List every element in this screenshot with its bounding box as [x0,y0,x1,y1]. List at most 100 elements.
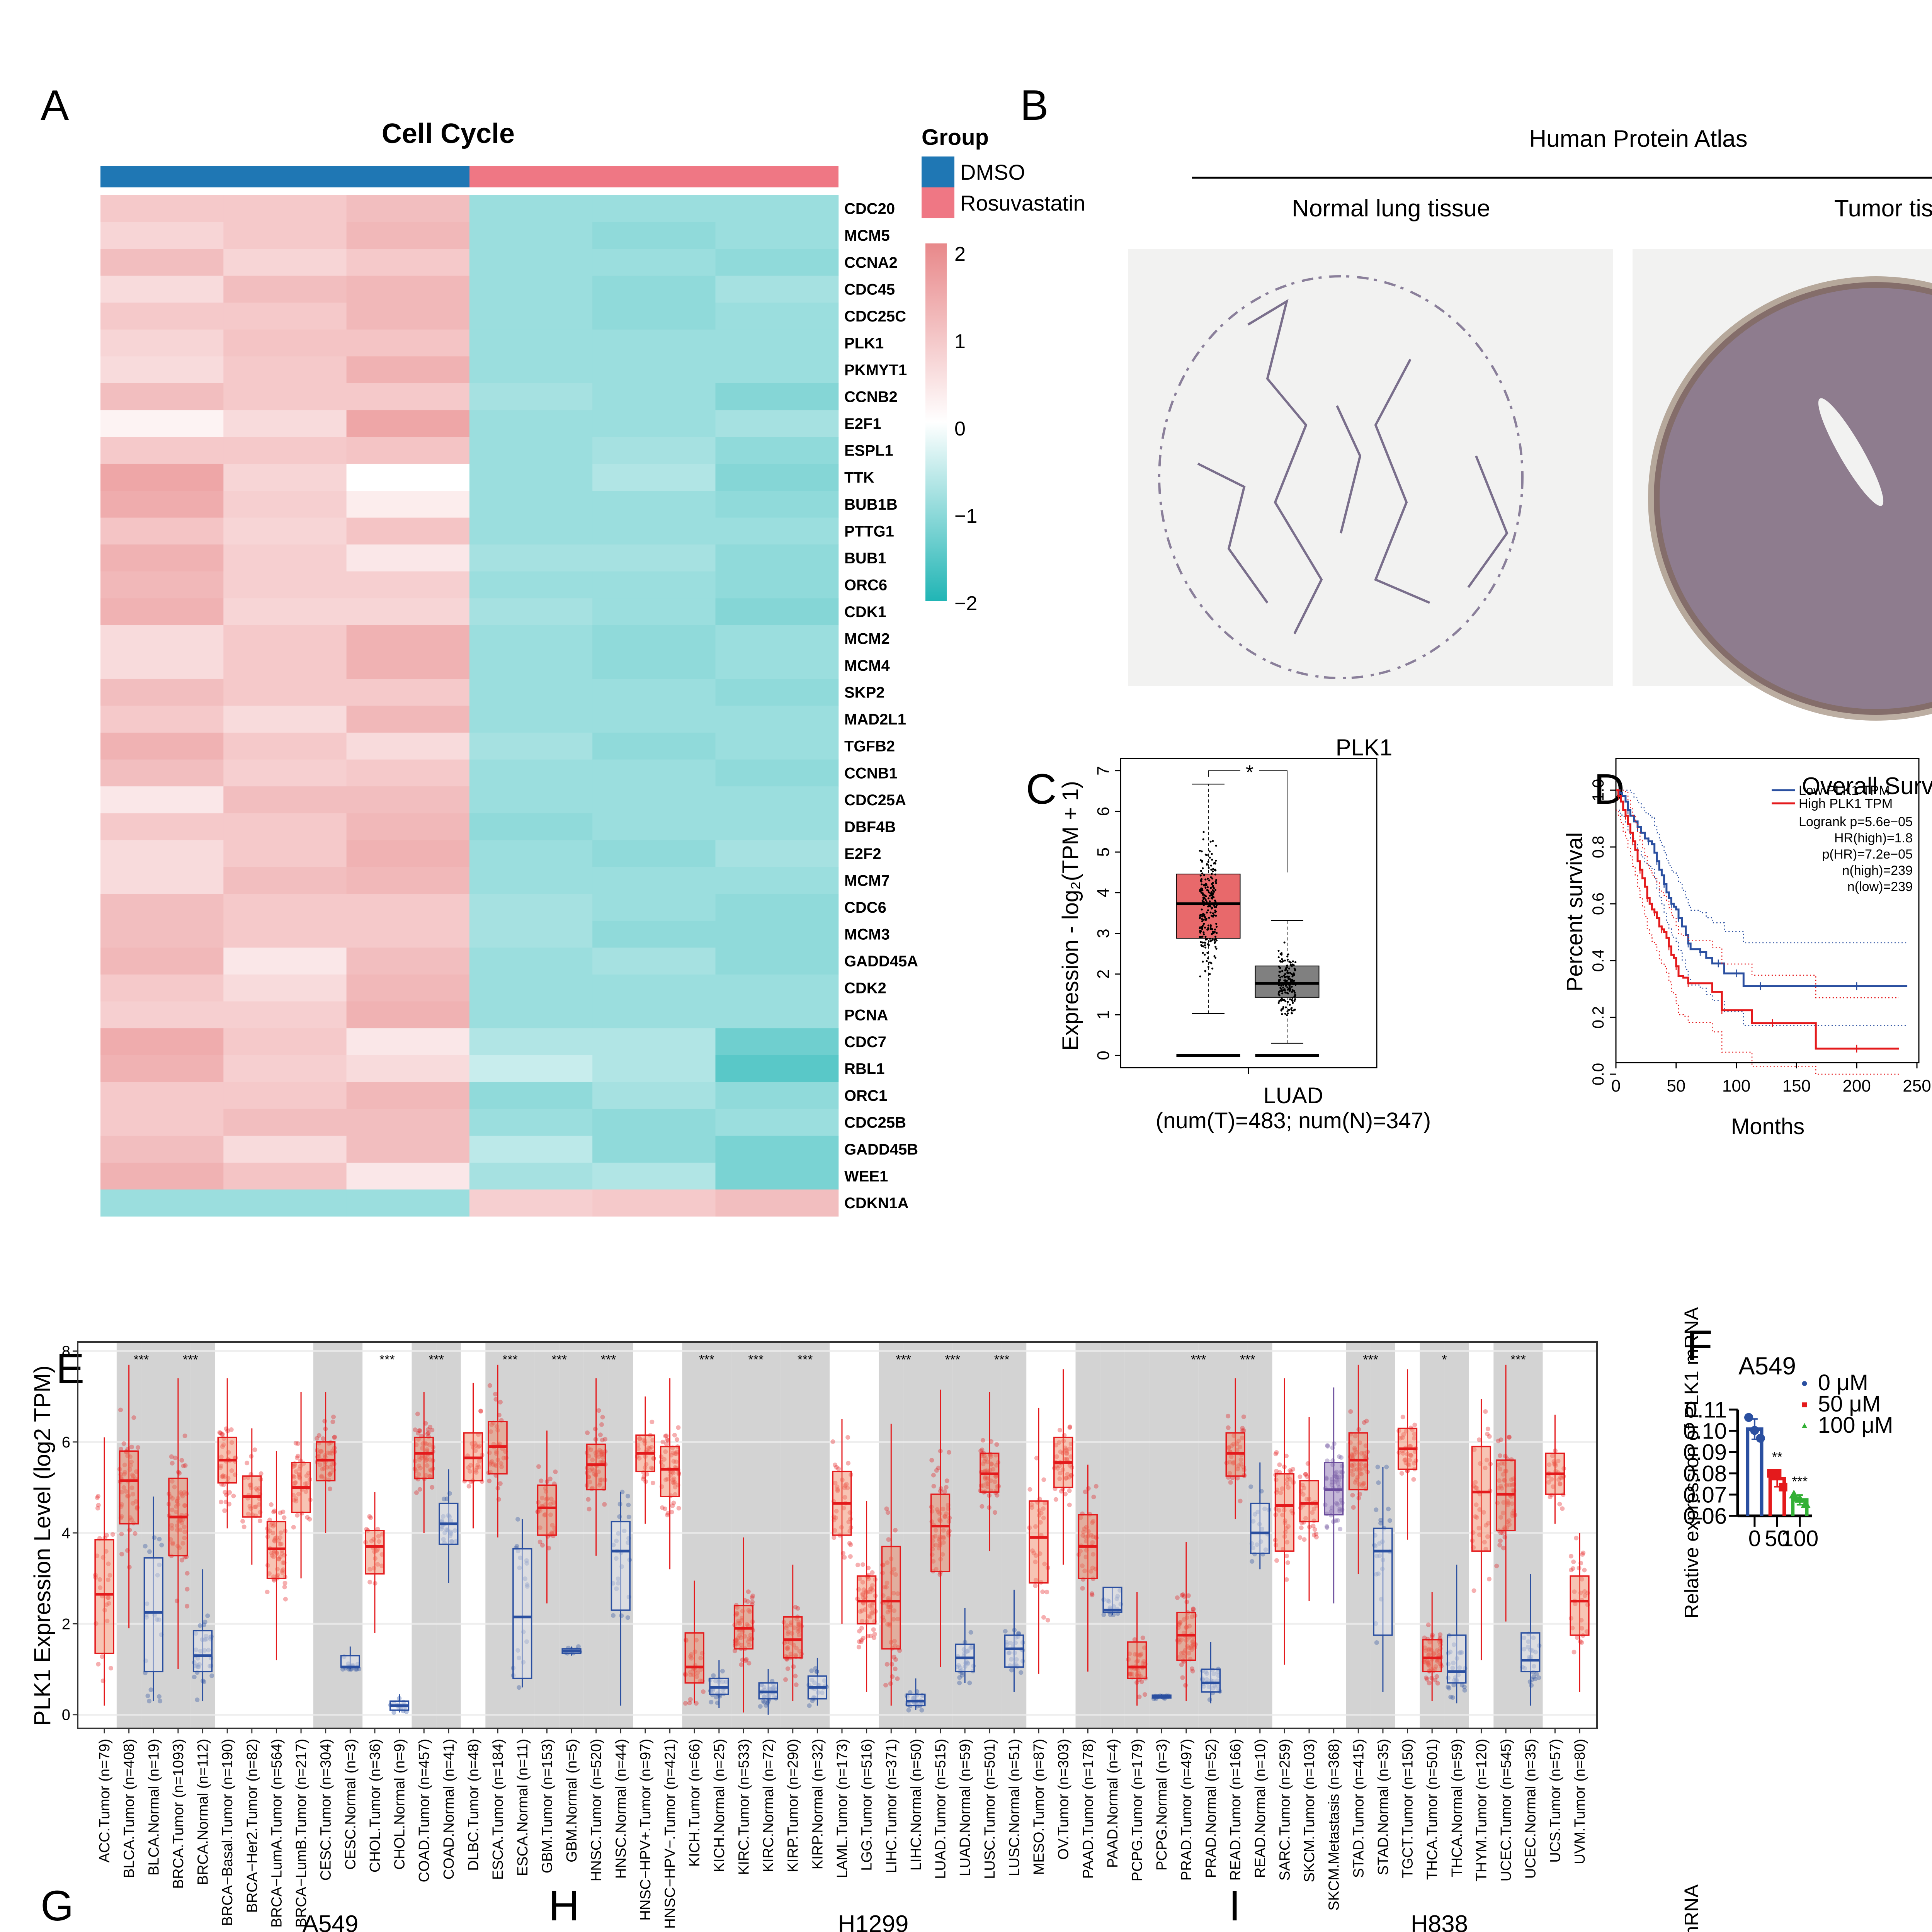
e-jitter-point [548,1476,553,1481]
e-jitter-point [672,1433,677,1438]
c-jitter-point [1212,882,1214,884]
data-point [1801,1499,1811,1508]
heatmap-cell [223,276,347,303]
e-jitter-point [330,1419,335,1424]
e-jitter-point [809,1668,814,1673]
c-jitter-point [1282,986,1284,989]
e-significance-label: *** [1240,1352,1255,1367]
c-jitter-point [1215,882,1218,884]
e-significance-label: *** [748,1352,764,1367]
d-y-tick-label: 0.2 [1589,1006,1607,1029]
colorbar-tick-label: 1 [954,330,966,353]
d-survival-curves [1616,789,1908,1075]
e-x-tick-label: LUAD.Normal (n=59) [957,1739,973,1876]
panel-letter-i: I [1229,1882,1241,1930]
heatmap-cell [469,437,593,464]
heatmap-cell [223,491,347,518]
e-x-tick-label: KIRC.Tumor (n=533) [736,1739,752,1875]
heatmap-row-label: CDK1 [844,604,886,621]
heatmap-cell [346,706,470,733]
c-jitter-point [1281,958,1283,960]
e-jitter-point [1094,1484,1099,1489]
c-jitter-point [1277,949,1280,952]
c-jitter-point [1292,960,1294,963]
e-x-tick-label: ESCA.Tumor (n=184) [490,1739,506,1880]
e-jitter-point [813,1666,818,1671]
e-box [783,1616,803,1659]
e-jitter-point [585,1430,590,1435]
e-jitter-point [687,1701,692,1706]
c-y-label: Expression - log₂(TPM + 1) [1058,781,1083,1051]
c-jitter-point [1199,931,1202,934]
heatmap-cell [715,625,839,652]
c-jitter-point [1278,971,1281,973]
c-jitter-point [1286,986,1289,989]
e-jitter-point [136,1445,141,1450]
heatmap-cell [223,679,347,706]
heatmap-cell [100,1189,224,1217]
heatmap-cell [469,706,593,733]
heatmap-cell [223,1136,347,1163]
c-jitter-point [1278,975,1280,977]
c-jitter-point [1279,976,1282,979]
e-jitter-point [391,1710,396,1715]
e-jitter-point [576,1644,581,1649]
e-jitter-point [676,1506,681,1511]
c-jitter-point [1285,1006,1287,1009]
e-x-tick-label: OV.Tumor (n=303) [1056,1739,1072,1860]
c-jitter-point [1293,972,1295,975]
c-jitter-point [1283,989,1285,991]
e-jitter-point [1137,1694,1142,1699]
e-jitter-point [1186,1593,1191,1598]
e-jitter-point [834,1465,839,1470]
heatmap-row-labels: CDC20 MCM5 CCNA2 CDC45 CDC25C PLK1 PKMYT1 CCNB2… [844,201,918,1212]
d-x-tick-label: 150 [1782,1077,1811,1095]
heatmap-cell [469,920,593,948]
e-jitter-point [1312,1527,1317,1532]
heatmap-cell [469,1055,593,1082]
e-jitter-point [143,1544,148,1549]
heatmap-cell [346,652,470,679]
e-jitter-point [980,1438,985,1443]
e-jitter-point [1362,1420,1367,1425]
c-jitter-point [1201,861,1203,863]
e-jitter-point [517,1685,522,1690]
e-jitter-point [1384,1464,1389,1469]
c-jitter-point [1284,969,1286,971]
e-jitter-point [744,1657,749,1662]
heatmap-cell [715,840,839,867]
e-jitter-point [660,1439,665,1444]
e-x-tick-label: BLCA.Tumor (n=408) [121,1739,138,1878]
e-jitter-point [108,1666,113,1671]
legend-label: 50 μM [1818,1391,1881,1417]
colorbar-tick-label: 2 [954,243,966,265]
e-jitter-point [1507,1435,1512,1440]
e-jitter-point [868,1633,873,1638]
heatmap-row-label: RBL1 [844,1060,884,1077]
c-jitter-point [1215,915,1217,917]
heatmap-cell [469,329,593,357]
e-jitter-point [240,1519,245,1524]
c-jitter-point [1203,914,1206,916]
e-jitter-point [515,1517,520,1522]
e-jitter-point [131,1415,136,1420]
e-jitter-point [1337,1454,1342,1459]
c-jitter-point [1211,891,1213,893]
e-jitter-point [586,1497,591,1502]
heatmap-row-label: ORC1 [844,1087,887,1104]
e-jitter-point [540,1543,545,1548]
heatmap-row-label: CDC20 [844,201,895,218]
c-jitter-point [1214,869,1216,871]
significance-label: *** [1792,1474,1808,1489]
e-jitter-point [426,1430,431,1435]
e-jitter-point [1083,1489,1088,1494]
heatmap-cell [469,464,593,491]
c-title: PLK1 [1336,735,1393,760]
e-jitter-point [660,1505,665,1510]
legend-swatch-rosuvastatin [922,187,954,218]
panel-letter-f: F [1687,1322,1713,1369]
e-jitter-point [487,1478,492,1483]
heatmap-cell [715,464,839,491]
c-jitter-point [1281,970,1284,972]
